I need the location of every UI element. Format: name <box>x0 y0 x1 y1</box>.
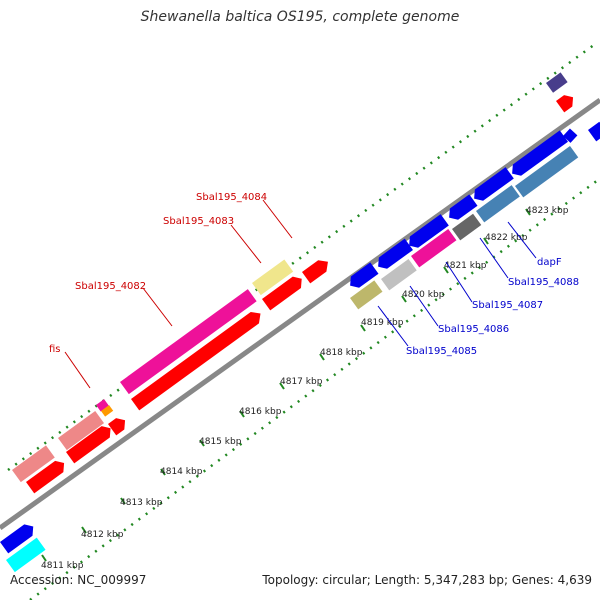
feature-blue-left <box>0 524 34 554</box>
feature-khaki <box>251 259 294 296</box>
genome-backbone <box>0 97 600 531</box>
feature-salmon-1 <box>12 445 55 483</box>
scale-ticks <box>41 208 531 562</box>
gene-label-sbal195-4082: Sbal195_4082 <box>75 281 146 292</box>
feature-navy <box>546 72 568 93</box>
scale-labels: 4811 kbp 4812 kbp 4813 kbp 4814 kbp 4815… <box>41 206 569 571</box>
inner-features <box>0 121 600 573</box>
feature-red-2 <box>66 426 111 464</box>
feature-pink-long <box>120 289 257 395</box>
scale-label-4815: 4815 kbp <box>199 437 242 447</box>
gene-label-sbal195-4084: Sbal195_4084 <box>196 192 267 203</box>
inner-dotted-guide <box>29 178 599 600</box>
feature-orange <box>101 405 114 417</box>
feature-blue-d <box>449 194 478 220</box>
scale-label-4821: 4821 kbp <box>444 261 487 271</box>
scale-label-4814: 4814 kbp <box>160 467 203 477</box>
feature-gray <box>452 213 482 241</box>
outer-dotted-guide <box>7 40 599 472</box>
feature-steel-2 <box>515 146 579 198</box>
scale-label-4813: 4813 kbp <box>120 498 163 508</box>
scale-label-4818: 4818 kbp <box>320 348 363 358</box>
feature-pink-small <box>96 399 109 412</box>
feature-silver <box>381 259 417 291</box>
gene-label-sbal195-4086: Sbal195_4086 <box>438 324 509 335</box>
feature-blue-b <box>378 238 413 269</box>
feature-red-1 <box>26 460 65 494</box>
genome-summary-text: Topology: circular; Length: 5,347,283 bp… <box>262 573 592 587</box>
feature-blue-c <box>409 214 449 248</box>
feature-salmon-2 <box>58 410 105 451</box>
feature-blue-f <box>512 130 569 176</box>
scale-label-4819: 4819 kbp <box>361 318 404 328</box>
scale-label-4816: 4816 kbp <box>239 407 282 417</box>
feature-blue-h <box>588 121 600 142</box>
map-title: Shewanella baltica OS195, complete genom… <box>140 9 460 25</box>
gene-label-sbal195-4088: Sbal195_4088 <box>508 277 579 288</box>
feature-red-4 <box>262 276 302 311</box>
feature-blue-g <box>563 128 578 143</box>
outer-gene-labels: Sbal195_4084 Sbal195_4083 Sbal195_4082 f… <box>49 192 293 389</box>
scale-label-4811: 4811 kbp <box>41 561 84 571</box>
scale-label-4812: 4812 kbp <box>81 530 124 540</box>
feature-blue-a <box>350 262 379 288</box>
accession-text: Accession: NC_009997 <box>10 573 147 587</box>
feature-pink-inner <box>411 228 457 268</box>
gene-label-fis: fis <box>49 344 61 355</box>
feature-cyan <box>6 537 46 573</box>
scale-label-4822: 4822 kbp <box>485 233 528 243</box>
gene-label-sbal195-4083: Sbal195_4083 <box>163 216 234 227</box>
feature-red-3 <box>108 418 126 436</box>
inner-gene-labels: Sbal195_4085 Sbal195_4086 Sbal195_4087 S… <box>377 221 579 357</box>
gene-label-sbal195-4085: Sbal195_4085 <box>406 346 477 357</box>
feature-red-long <box>131 312 261 411</box>
scale-label-4820: 4820 kbp <box>402 290 445 300</box>
scale-label-4817: 4817 kbp <box>280 377 323 387</box>
scale-label-4823: 4823 kbp <box>526 206 569 216</box>
feature-blue-e <box>474 167 514 201</box>
gene-label-dapf: dapF <box>537 257 562 268</box>
outer-features <box>12 72 574 494</box>
feature-red-5 <box>302 260 328 284</box>
feature-steel-1 <box>476 185 520 223</box>
gene-label-sbal195-4087: Sbal195_4087 <box>472 300 543 311</box>
feature-olive <box>350 280 383 310</box>
feature-red-6 <box>556 95 574 113</box>
